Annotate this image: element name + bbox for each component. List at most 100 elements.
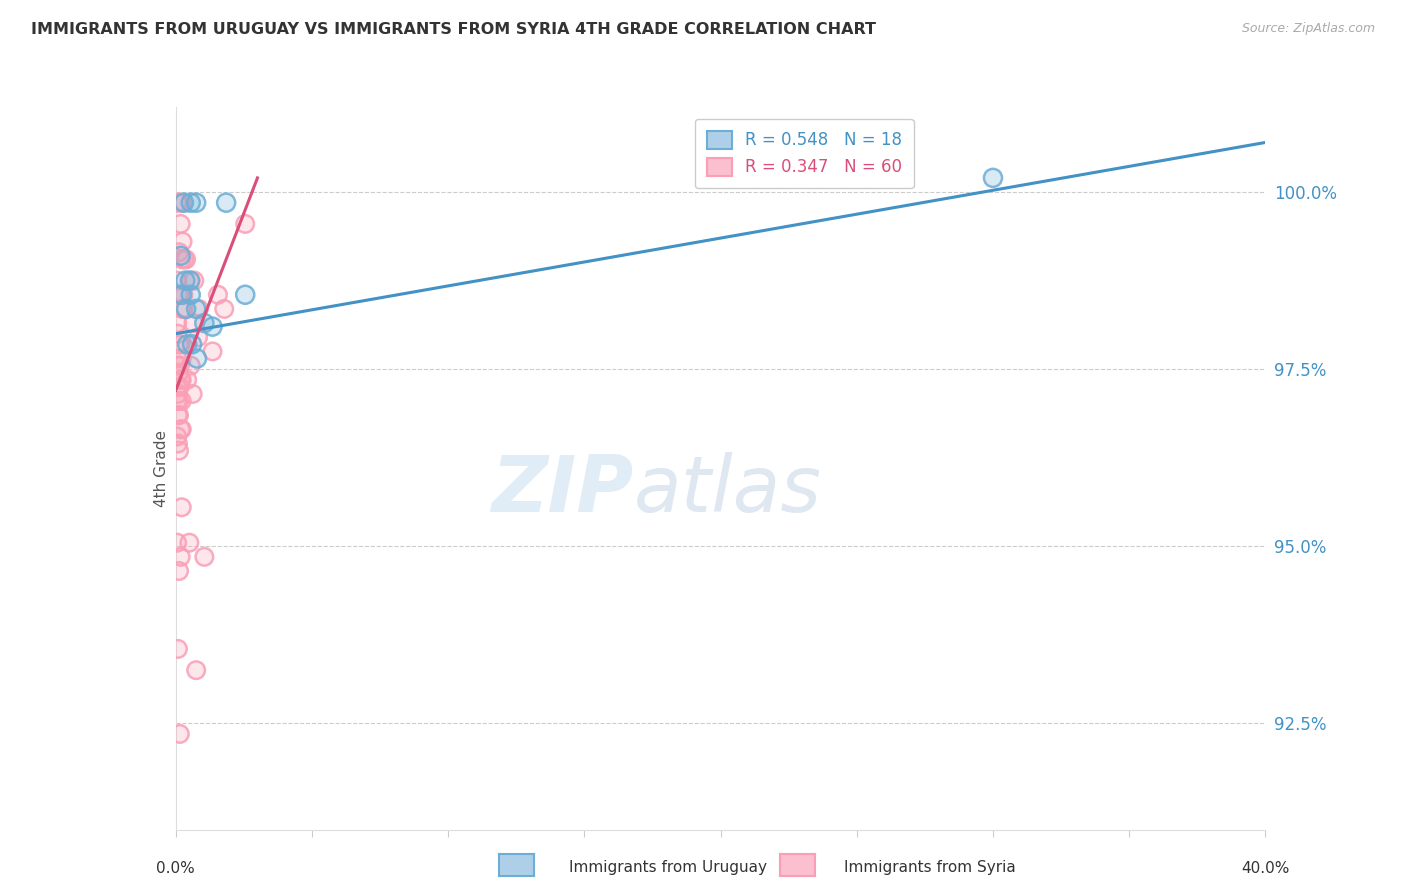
Point bbox=[167, 394, 190, 409]
Point bbox=[167, 408, 190, 422]
Text: 40.0%: 40.0% bbox=[1241, 862, 1289, 877]
Point bbox=[166, 394, 188, 409]
Point bbox=[179, 274, 201, 288]
Point bbox=[186, 663, 208, 677]
Point bbox=[166, 394, 188, 409]
Text: ZIP: ZIP bbox=[491, 452, 633, 528]
Point bbox=[166, 316, 188, 330]
Point bbox=[167, 443, 190, 458]
Point bbox=[981, 170, 1004, 185]
Point bbox=[174, 252, 197, 267]
Text: Immigrants from Uruguay: Immigrants from Uruguay bbox=[569, 860, 768, 874]
Point bbox=[167, 245, 190, 260]
Text: Immigrants from Syria: Immigrants from Syria bbox=[844, 860, 1015, 874]
Point bbox=[181, 387, 204, 401]
Point bbox=[193, 316, 215, 330]
Point bbox=[167, 366, 190, 380]
Point bbox=[166, 429, 188, 443]
Point bbox=[169, 373, 191, 387]
Point bbox=[186, 301, 208, 316]
Point bbox=[167, 366, 190, 380]
Point bbox=[166, 351, 188, 366]
Point bbox=[181, 337, 204, 351]
Point bbox=[174, 301, 197, 316]
Point bbox=[167, 387, 190, 401]
Point bbox=[181, 337, 204, 351]
Point bbox=[186, 195, 208, 210]
Point bbox=[169, 287, 191, 301]
Point bbox=[169, 337, 191, 351]
Point bbox=[169, 422, 191, 436]
Point bbox=[170, 287, 193, 301]
Point bbox=[170, 373, 193, 387]
Point bbox=[233, 287, 256, 301]
Point bbox=[187, 330, 209, 344]
Point bbox=[181, 387, 204, 401]
Y-axis label: 4th Grade: 4th Grade bbox=[153, 430, 169, 507]
Point bbox=[166, 380, 188, 394]
Point bbox=[201, 344, 224, 359]
Point bbox=[981, 170, 1004, 185]
Point bbox=[193, 549, 215, 564]
Point bbox=[167, 337, 190, 351]
Point bbox=[180, 359, 202, 373]
Point bbox=[201, 319, 224, 334]
Point bbox=[215, 195, 238, 210]
Point bbox=[180, 195, 202, 210]
Point bbox=[170, 252, 193, 267]
Point bbox=[170, 373, 193, 387]
Point bbox=[166, 274, 188, 288]
Point bbox=[215, 195, 238, 210]
Point bbox=[172, 235, 194, 249]
Point bbox=[170, 394, 193, 409]
Point bbox=[166, 274, 188, 288]
Point bbox=[174, 274, 197, 288]
Point bbox=[167, 408, 190, 422]
Point bbox=[169, 549, 191, 564]
Point bbox=[169, 422, 191, 436]
Point bbox=[179, 535, 201, 549]
Point bbox=[169, 249, 191, 263]
Text: Source: ZipAtlas.com: Source: ZipAtlas.com bbox=[1241, 22, 1375, 36]
Point bbox=[179, 274, 201, 288]
Point bbox=[172, 287, 194, 301]
Point bbox=[170, 422, 193, 436]
Point bbox=[170, 195, 193, 210]
Point bbox=[180, 287, 202, 301]
Point bbox=[169, 359, 191, 373]
Point bbox=[187, 330, 209, 344]
Point bbox=[167, 195, 190, 210]
Point bbox=[172, 235, 194, 249]
Text: 0.0%: 0.0% bbox=[156, 862, 195, 877]
Point bbox=[180, 195, 202, 210]
Point bbox=[170, 301, 193, 316]
Point bbox=[173, 195, 195, 210]
Point bbox=[172, 287, 194, 301]
Point bbox=[186, 351, 208, 366]
Point bbox=[169, 287, 191, 301]
Point bbox=[170, 422, 193, 436]
Point bbox=[167, 195, 190, 210]
Point bbox=[233, 287, 256, 301]
Point bbox=[167, 443, 190, 458]
Point bbox=[167, 408, 190, 422]
Point bbox=[172, 301, 194, 316]
Point bbox=[183, 274, 205, 288]
Point bbox=[167, 287, 190, 301]
Point bbox=[233, 217, 256, 231]
Point bbox=[170, 252, 193, 267]
Point bbox=[170, 301, 193, 316]
Point bbox=[233, 217, 256, 231]
Point bbox=[170, 287, 193, 301]
Point bbox=[167, 394, 190, 409]
Point bbox=[173, 195, 195, 210]
Point bbox=[183, 316, 205, 330]
Point bbox=[172, 301, 194, 316]
Point bbox=[167, 287, 190, 301]
Point bbox=[166, 351, 188, 366]
Point bbox=[167, 436, 190, 450]
Point bbox=[186, 301, 208, 316]
Point bbox=[201, 319, 224, 334]
Point bbox=[187, 301, 209, 316]
Point bbox=[169, 217, 191, 231]
